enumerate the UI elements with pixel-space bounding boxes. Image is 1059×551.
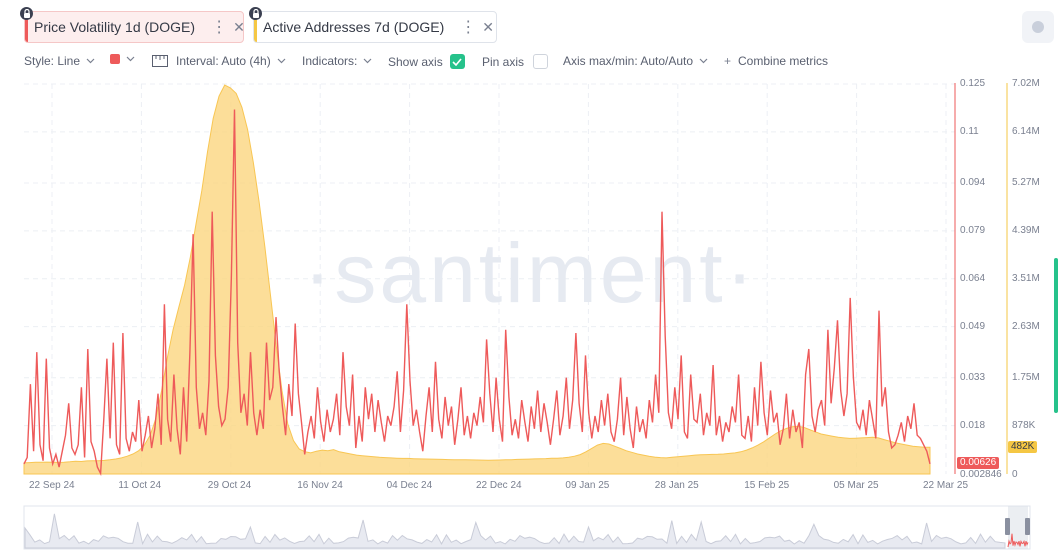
y-tick-label-left: 0.018: [960, 419, 986, 431]
plus-icon: +: [724, 54, 732, 68]
y-tick-label-right: 1.75M: [1012, 371, 1040, 383]
axis-maxmin-dropdown[interactable]: Axis max/min: Auto/Auto: [563, 54, 708, 68]
color-dropdown[interactable]: [110, 54, 135, 64]
navigator-chart[interactable]: [0, 501, 1059, 551]
volatility-last-value: 0.00626: [957, 457, 1000, 469]
circle-icon: [1032, 21, 1044, 33]
pin-axis-label: Pin axis: [482, 54, 525, 69]
main-chart[interactable]: ·santiment·: [0, 0, 1059, 500]
chevron-down-icon: [126, 56, 135, 62]
y-tick-label-left: 0.094: [960, 176, 986, 188]
chevron-down-icon: [363, 58, 372, 64]
settings-button[interactable]: [1022, 11, 1054, 43]
pin-axis-toggle[interactable]: Pin axis: [482, 54, 549, 69]
x-tick-label: 22 Sep 24: [29, 480, 75, 491]
y-tick-label-left: 0.125: [960, 78, 986, 89]
lock-icon: [249, 7, 262, 20]
watermark: ·santiment·: [303, 226, 756, 320]
axis-min-label: 0.002846: [960, 469, 1002, 480]
tab-price-volatility[interactable]: Price Volatility 1d (DOGE) ⋮ ✕: [24, 11, 245, 43]
tab-active-addresses[interactable]: Active Addresses 7d (DOGE) ⋮ ✕: [253, 11, 497, 43]
interval-dropdown[interactable]: Interval: Auto (4h): [152, 54, 286, 68]
close-icon[interactable]: ✕: [482, 18, 495, 35]
chevron-down-icon: [699, 58, 708, 64]
style-label: Style: Line: [24, 54, 81, 68]
pin-axis-checkbox[interactable]: [533, 54, 549, 69]
combine-metrics-button[interactable]: + Combine metrics: [724, 54, 828, 68]
axis-min-label-right: 0: [1012, 469, 1018, 480]
y-tick-label-right: 7.02M: [1012, 78, 1040, 89]
x-tick-label: 29 Oct 24: [207, 480, 252, 491]
navigator-handle-left[interactable]: [1005, 518, 1010, 535]
scroll-indicator[interactable]: [1054, 258, 1058, 413]
y-tick-label-right: 3.51M: [1012, 272, 1040, 284]
x-tick-label: 28 Jan 25: [654, 480, 699, 491]
navigator-selection-line: [1007, 533, 1029, 548]
navigator-handle-right[interactable]: [1025, 518, 1030, 535]
interval-label: Interval: Auto (4h): [176, 54, 271, 68]
tab-label: Price Volatility 1d (DOGE): [34, 19, 196, 35]
price-volatility-line: [23, 109, 931, 477]
y-tick-label-left: 0.064: [960, 272, 986, 284]
chevron-down-icon: [86, 58, 95, 64]
checkmark-icon: [452, 57, 462, 66]
active-addresses-area: [23, 84, 931, 475]
color-swatch: [110, 54, 120, 64]
y-tick-label-right: 4.39M: [1012, 224, 1040, 236]
x-tick-label: 22 Mar 25: [923, 480, 969, 491]
y-tick-label-left: 0.11: [960, 125, 979, 137]
interval-icon: [152, 55, 168, 67]
y-tick-label-right: 5.27M: [1012, 176, 1040, 188]
y-tick-label-left: 0.033: [960, 371, 986, 383]
x-tick-label: 22 Dec 24: [476, 480, 522, 491]
combine-label: Combine metrics: [738, 54, 829, 68]
y-tick-label-left: 0.049: [960, 320, 986, 332]
style-dropdown[interactable]: Style: Line: [24, 54, 95, 68]
show-axis-label: Show axis: [388, 54, 443, 69]
show-axis-checkbox[interactable]: [449, 54, 465, 69]
navigator-line: [24, 513, 1006, 549]
y-tick-label-right: 6.14M: [1012, 125, 1040, 137]
x-tick-label: 09 Jan 25: [565, 480, 610, 491]
indicators-label: Indicators:: [302, 54, 358, 68]
lock-icon: [20, 7, 33, 20]
series-color-bar: [25, 12, 28, 42]
y-tick-label-right: 2.63M: [1012, 320, 1040, 332]
navigator-window[interactable]: [1008, 506, 1028, 549]
x-tick-label: 05 Mar 25: [833, 480, 879, 491]
axis-maxmin-label: Axis max/min: Auto/Auto: [563, 54, 694, 68]
x-tick-label: 16 Nov 24: [297, 480, 343, 491]
show-axis-toggle[interactable]: Show axis: [388, 54, 465, 69]
series-color-bar: [254, 12, 257, 42]
close-icon[interactable]: ✕: [233, 18, 245, 35]
tab-label: Active Addresses 7d (DOGE): [263, 19, 445, 35]
chevron-down-icon: [277, 58, 286, 64]
x-tick-label: 15 Feb 25: [744, 480, 790, 491]
indicators-dropdown[interactable]: Indicators:: [302, 54, 372, 68]
addresses-last-value: 482K: [1008, 441, 1038, 453]
x-tick-label: 11 Oct 24: [118, 480, 162, 491]
x-tick-label: 04 Dec 24: [386, 480, 433, 491]
y-tick-label-right: 878K: [1012, 419, 1036, 431]
y-tick-label-left: 0.079: [960, 224, 986, 236]
